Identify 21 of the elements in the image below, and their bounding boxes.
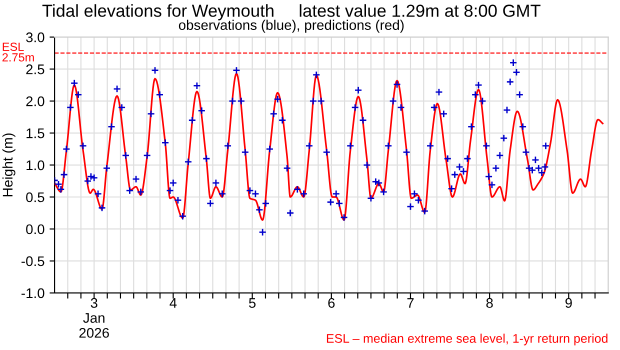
y-tick-label: 2.5 — [26, 64, 44, 74]
x-tick-label: 7 — [407, 298, 414, 308]
y-tick-label: 3.0 — [26, 32, 44, 42]
x-tick-label: 9 — [565, 298, 572, 308]
chart-subtitle: observations (blue), predictions (red) — [178, 20, 404, 33]
y-axis-title: Height (m) — [2, 133, 16, 196]
ref-line-label: ESL 2.75m — [2, 42, 34, 62]
x-tick-label: 5 — [248, 298, 256, 308]
y-tick-label: -1.0 — [22, 288, 44, 298]
chart-title: Tidal elevations for Weymouth latest value 1.29m at 8:00 GMT — [42, 4, 540, 20]
x-tick-label: 4 — [170, 298, 177, 308]
y-tick-label: -0.5 — [22, 256, 44, 266]
y-tick-label: 2.0 — [26, 96, 44, 106]
y-tick-label: 0.0 — [26, 224, 44, 234]
text: ESL – median extreme sea level, 1-yr return period — [326, 334, 608, 346]
x-tick-label: 6 — [328, 298, 335, 308]
x-tick-label: 8 — [486, 298, 493, 308]
y-tick-label: 0.5 — [26, 192, 44, 202]
y-tick-label: 1.5 — [26, 128, 44, 138]
x-tick-label: 3 Jan 2026 — [79, 298, 109, 338]
y-tick-label: 1.0 — [26, 160, 44, 170]
